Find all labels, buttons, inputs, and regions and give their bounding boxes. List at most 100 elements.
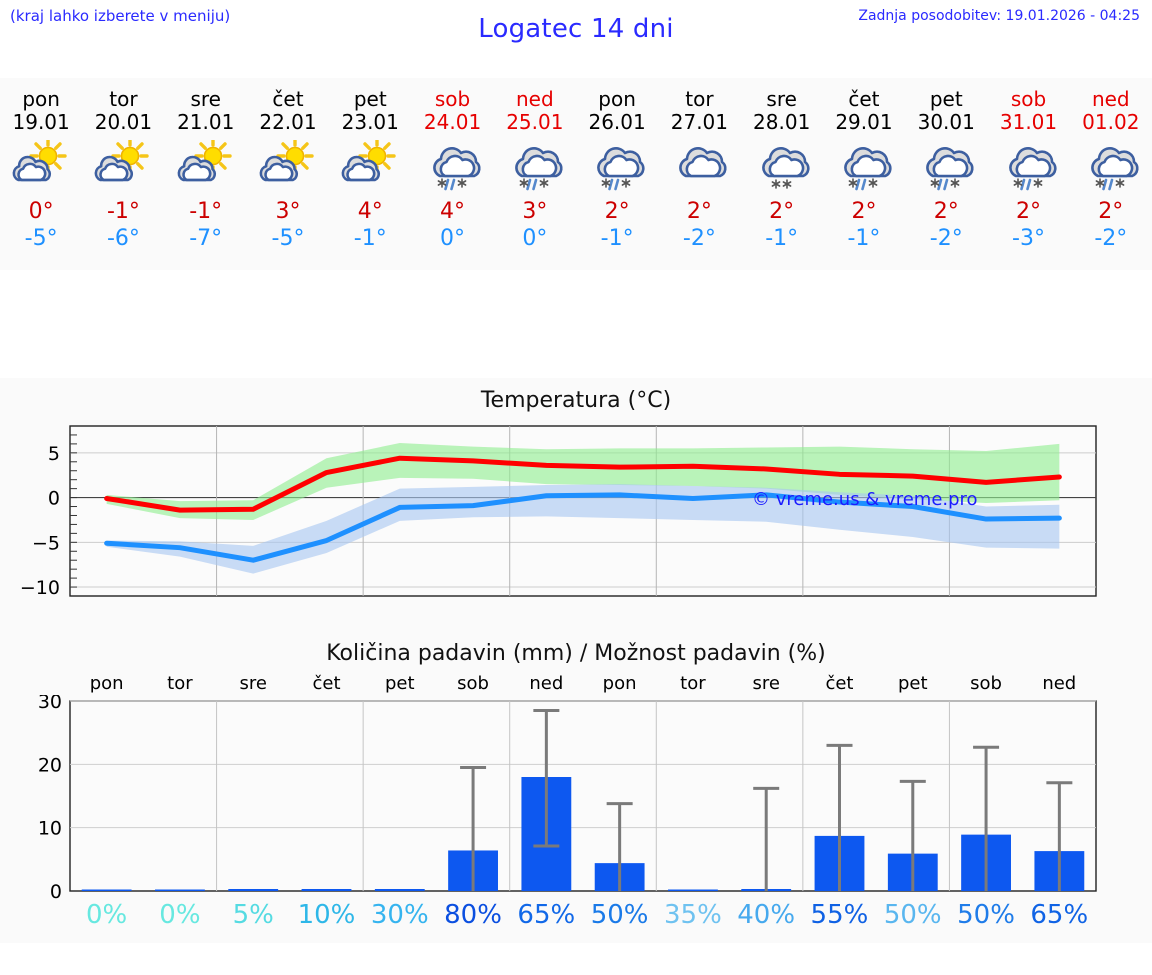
precipitation-probability-label: 40% <box>737 900 796 930</box>
day-name: sre <box>766 87 797 111</box>
day-name: pet <box>929 87 963 111</box>
day-date: 29.01 <box>835 110 893 134</box>
temperature-max: 2° <box>1098 199 1124 224</box>
precipitation-chart-canvas: 0 10 20 30 <box>0 691 1152 921</box>
day-column-pet-30.01[interactable]: pet 30.01 2° -2° <box>905 78 987 270</box>
temperature-line <box>104 492 1062 563</box>
sun-behind-cloud-icon <box>252 136 324 198</box>
temperature-chart-title: Temperatura (°C) <box>480 388 672 413</box>
day-date: 22.01 <box>259 110 317 134</box>
precipitation-probability-label: 0% <box>159 900 201 930</box>
page-title: Logatec 14 dni <box>478 14 674 44</box>
day-column-sre-21.01[interactable]: sre 21.01 -1° -7° <box>165 78 247 270</box>
day-date: 30.01 <box>917 110 975 134</box>
day-date: 31.01 <box>999 110 1058 134</box>
day-name: ned <box>1091 87 1130 111</box>
temperature-max: 0° <box>28 199 54 224</box>
precipitation-chart-title: Količina padavin (mm) / Možnost padavin … <box>326 641 826 666</box>
temperature-min: -5° <box>271 226 305 251</box>
temperature-min: 0° <box>440 226 466 251</box>
day-date: 24.01 <box>423 110 482 134</box>
temperature-min: -1° <box>765 226 799 251</box>
precipitation-whisker <box>533 709 560 848</box>
precipitation-whisker <box>826 743 853 891</box>
temperature-min: -1° <box>847 226 881 251</box>
precipitation-probability-label: 65% <box>1030 900 1089 930</box>
day-column-sre-28.01[interactable]: sre 28.01 2° -1° <box>741 78 823 270</box>
y-axis-tick-label: 5 <box>48 443 60 465</box>
page-header: (kraj lahko izberete v meniju) Logatec 1… <box>0 0 1152 78</box>
temperature-chart-block: Temperatura (°C) 5 0 −5 −10 © vreme.us & vre… <box>0 378 1152 633</box>
temperature-min: -1° <box>600 226 634 251</box>
temperature-chart-canvas: 5 0 −5 −10 © vreme.us & vreme.pro <box>0 420 1152 624</box>
precipitation-day-labels: pon tor sre čet pet sob ned pon tor sre čet pet sob n… <box>70 673 1096 694</box>
day-column-tor-20.01[interactable]: tor 20.01 -1° -6° <box>82 78 164 270</box>
menu-hint-text: (kraj lahko izberete v meniju) <box>10 7 231 25</box>
day-date: 28.01 <box>753 110 811 134</box>
temperature-max: 2° <box>933 199 959 224</box>
temperature-line <box>104 455 1062 513</box>
precipitation-svg: 0 10 20 30 <box>38 691 1097 903</box>
cloud-rain-snow-icon <box>581 136 653 198</box>
day-date: 26.01 <box>588 110 646 134</box>
precipitation-bar <box>301 889 352 891</box>
precipitation-bar <box>228 889 279 891</box>
temperature-range-band <box>106 443 1060 520</box>
day-column-ned-25.01[interactable]: ned 25.01 3° 0° <box>494 78 576 270</box>
temperature-min: -2° <box>682 226 716 251</box>
temperature-max: 2° <box>1016 199 1042 224</box>
day-column-čet-22.01[interactable]: čet 22.01 3° -5° <box>247 78 329 270</box>
day-column-pon-26.01[interactable]: pon 26.01 2° -1° <box>576 78 658 270</box>
last-update-text: Zadnja posodobitev: 19.01.2026 - 04:25 <box>858 8 1140 24</box>
cloud-snow-icon <box>746 136 818 198</box>
day-column-pet-23.01[interactable]: pet 23.01 4° -1° <box>329 78 411 270</box>
precipitation-day-label: sob <box>457 673 489 694</box>
precipitation-day-label: pon <box>602 673 637 694</box>
day-name: pet <box>353 87 387 111</box>
precipitation-day-label: sob <box>970 673 1002 694</box>
y-axis-tick-label: 0 <box>50 881 62 903</box>
precipitation-probability-row: 0% 0% 5% 10% 30% 80% 65% 50% 35% 40% 55% 50% 50% 65% <box>70 900 1096 930</box>
day-date: 01.02 <box>1082 110 1140 134</box>
day-column-čet-29.01[interactable]: čet 29.01 2° -1° <box>823 78 905 270</box>
day-date: 19.01 <box>12 110 70 134</box>
day-name: pon <box>22 87 60 111</box>
precipitation-day-label: čet <box>825 673 854 694</box>
precipitation-day-label: pon <box>89 673 124 694</box>
sun-behind-cloud-icon <box>170 136 242 198</box>
precipitation-probability-label: 50% <box>957 900 1015 930</box>
daily-forecast-strip: pon 19.01 0° -5° tor 20.01 -1° -6° sre 21.01 -1° -7… <box>0 78 1152 270</box>
day-name: sre <box>190 87 221 111</box>
precipitation-whisker <box>460 766 487 891</box>
day-name: čet <box>272 87 304 111</box>
sun-behind-cloud-icon <box>334 136 406 198</box>
day-date: 27.01 <box>670 110 729 134</box>
temperature-max: -1° <box>106 199 140 224</box>
day-column-tor-27.01[interactable]: tor 27.01 2° -2° <box>658 78 740 270</box>
precipitation-day-label: pet <box>897 673 928 694</box>
day-date: 23.01 <box>341 110 399 134</box>
precipitation-probability-label: 0% <box>86 900 128 930</box>
precipitation-bar <box>155 889 205 891</box>
watermark-text: © vreme.us & vreme.pro <box>752 489 978 510</box>
precipitation-whisker <box>1046 781 1073 891</box>
temperature-max: 4° <box>357 199 383 224</box>
temperature-min: -5° <box>24 226 58 251</box>
cloud-rain-snow-icon <box>910 136 982 198</box>
temperature-max: 3° <box>275 199 301 224</box>
y-axis-tick-label: 0 <box>48 488 60 510</box>
day-date: 20.01 <box>94 110 153 134</box>
precipitation-day-label: pet <box>384 673 415 694</box>
cloud-rain-snow-icon <box>993 136 1065 198</box>
temperature-max: 3° <box>522 199 548 224</box>
temperature-max: 4° <box>440 199 466 224</box>
day-column-sob-31.01[interactable]: sob 31.01 2° -3° <box>987 78 1069 270</box>
precipitation-probability-label: 80% <box>444 900 502 930</box>
day-name: tor <box>685 87 714 111</box>
day-column-sob-24.01[interactable]: sob 24.01 4° 0° <box>411 78 493 270</box>
precipitation-probability-label: 50% <box>590 900 649 930</box>
day-column-ned-01.02[interactable]: ned 01.02 2° -2° <box>1070 78 1152 270</box>
day-column-pon-19.01[interactable]: pon 19.01 0° -5° <box>0 78 82 270</box>
temperature-min: -1° <box>353 226 387 251</box>
